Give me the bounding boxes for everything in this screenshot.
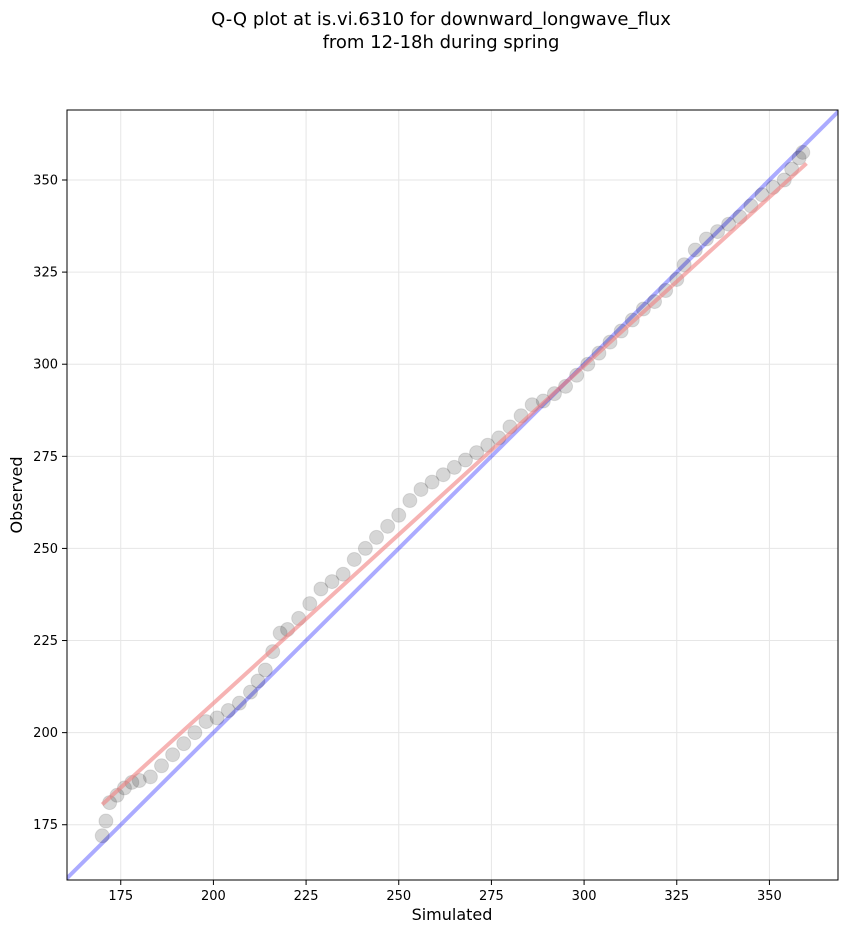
y-tick-label: 250 <box>33 542 58 557</box>
point <box>302 596 318 612</box>
y-tick-label: 275 <box>33 450 58 465</box>
point <box>558 378 574 394</box>
point <box>142 769 158 785</box>
point <box>220 703 236 719</box>
point <box>116 780 132 796</box>
axes-frame <box>66 109 839 881</box>
point <box>795 144 811 160</box>
x-tick-label: 350 <box>757 889 782 904</box>
point <box>346 551 362 567</box>
x-tick-label: 250 <box>386 889 411 904</box>
point <box>698 231 714 247</box>
point <box>791 150 807 166</box>
x-tick-label: 175 <box>108 889 133 904</box>
point <box>165 747 181 763</box>
point <box>154 758 170 774</box>
point <box>380 518 396 534</box>
point <box>457 452 473 468</box>
y-tick-label: 225 <box>33 634 58 649</box>
point <box>242 684 258 700</box>
fit-line <box>100 161 808 806</box>
plot-area <box>67 110 838 880</box>
x-tick-label: 275 <box>479 889 504 904</box>
y-tick-label: 325 <box>33 266 58 281</box>
x-tick-label: 325 <box>664 889 689 904</box>
point <box>94 828 110 844</box>
y-tick-label: 175 <box>33 818 58 833</box>
point <box>250 673 266 689</box>
y-tick-label: 300 <box>33 358 58 373</box>
point <box>313 581 329 597</box>
grid <box>67 110 838 880</box>
point <box>676 257 692 273</box>
point <box>721 216 737 232</box>
point <box>324 574 340 590</box>
point <box>209 710 225 726</box>
point <box>424 474 440 490</box>
point <box>710 224 726 240</box>
point <box>402 493 418 509</box>
point <box>98 813 114 829</box>
point <box>187 725 203 741</box>
point <box>335 566 351 582</box>
point <box>687 242 703 258</box>
chart-title: Q-Q plot at is.vi.6310 for downward_long… <box>211 9 671 30</box>
x-tick-label: 300 <box>572 889 597 904</box>
point <box>469 445 485 461</box>
ticks: 175 200 225 250 275 300 325 350 175 200 225 250 275 3… <box>33 174 782 905</box>
point <box>231 695 247 711</box>
point <box>446 459 462 475</box>
y-tick-label: 350 <box>33 174 58 189</box>
identity-line <box>67 110 838 880</box>
point <box>776 172 792 188</box>
y-axis-label: Observed <box>7 457 26 534</box>
point <box>369 529 385 545</box>
point <box>413 481 429 497</box>
point <box>435 467 451 483</box>
point <box>357 540 373 556</box>
point <box>176 736 192 752</box>
x-tick-label: 225 <box>294 889 319 904</box>
x-axis-label: Simulated <box>412 905 493 924</box>
point <box>131 773 147 789</box>
point <box>391 507 407 523</box>
chart-title: from 12-18h during spring <box>323 32 560 53</box>
x-tick-label: 200 <box>201 889 226 904</box>
y-tick-label: 200 <box>33 726 58 741</box>
point <box>257 662 273 678</box>
point <box>198 714 214 730</box>
